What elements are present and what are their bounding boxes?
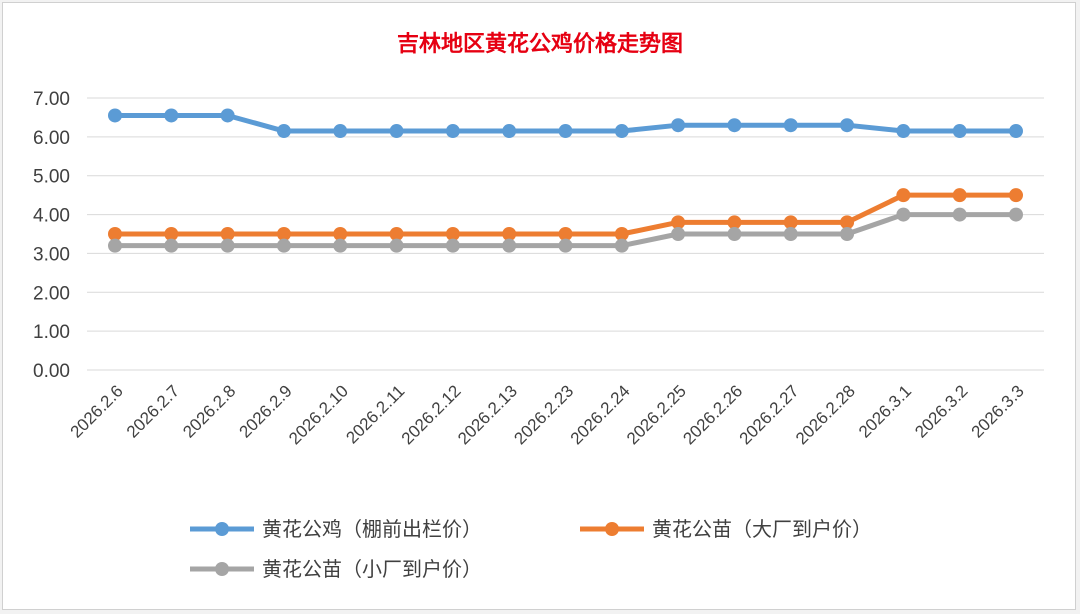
- data-point: [558, 227, 573, 241]
- data-point: [220, 108, 235, 123]
- data-point: [952, 124, 967, 139]
- y-tick-label: 1.00: [33, 322, 70, 343]
- data-point: [164, 227, 179, 241]
- x-tick-label: 2026.2.10: [285, 381, 352, 448]
- legend-swatch-marker: [605, 522, 619, 536]
- data-point: [108, 227, 122, 241]
- data-point: [783, 118, 798, 133]
- x-tick-label: 2026.2.24: [567, 381, 634, 448]
- data-point: [445, 238, 460, 253]
- x-tick-label: 2026.2.23: [510, 381, 577, 448]
- legend-item: 黄花公苗（小厂到户价）: [190, 557, 482, 581]
- x-tick-label: 2026.2.28: [792, 381, 859, 448]
- data-point: [558, 238, 573, 253]
- y-tick-label: 5.00: [33, 167, 70, 188]
- x-tick-label: 2026.2.25: [623, 381, 690, 448]
- legend-label: 黄花公鸡（棚前出栏价）: [262, 517, 482, 541]
- data-point: [727, 215, 742, 230]
- chart-title: 吉林地区黄花公鸡价格走势图: [397, 31, 683, 57]
- data-point: [276, 227, 291, 241]
- x-tick-label: 2026.2.27: [736, 381, 803, 448]
- x-tick-label: 2026.2.11: [342, 381, 408, 447]
- data-point: [896, 188, 911, 203]
- legend-swatch-marker: [215, 562, 229, 576]
- data-point: [276, 238, 291, 253]
- data-point: [502, 124, 517, 139]
- data-point: [896, 124, 911, 139]
- legend: 黄花公鸡（棚前出栏价） 黄花公苗（大厂到户价） 黄花公苗（小厂到户价）: [190, 517, 872, 581]
- data-point: [333, 124, 348, 139]
- x-axis-ticks: 2026.2.62026.2.72026.2.82026.2.92026.2.1…: [67, 381, 1028, 448]
- data-point: [840, 118, 855, 133]
- legend-item: 黄花公鸡（棚前出栏价）: [190, 517, 482, 541]
- data-point: [558, 124, 573, 139]
- data-point: [614, 238, 629, 253]
- x-tick-label: 2026.2.26: [679, 381, 746, 448]
- y-tick-label: 4.00: [33, 206, 70, 227]
- series-1: [108, 188, 1023, 241]
- y-axis-ticks: 0.00 1.00 2.00 3.00 4.00 5.00 6.00 7.00: [33, 89, 70, 382]
- data-point: [840, 227, 855, 241]
- data-point: [445, 124, 460, 139]
- data-point: [783, 215, 798, 230]
- x-tick-label: 2026.3.2: [911, 381, 971, 441]
- data-point: [108, 108, 122, 123]
- data-point: [108, 238, 122, 253]
- data-point: [1009, 207, 1023, 222]
- data-point: [614, 227, 629, 241]
- x-tick-label: 2026.2.7: [123, 381, 183, 441]
- data-point: [445, 227, 460, 241]
- data-point: [1009, 124, 1023, 139]
- legend-label: 黄花公苗（小厂到户价）: [262, 557, 482, 581]
- y-tick-label: 7.00: [33, 89, 70, 110]
- data-point: [164, 238, 179, 253]
- data-point: [333, 238, 348, 253]
- data-point: [840, 215, 855, 230]
- series-0: [108, 108, 1023, 139]
- gridlines: [87, 97, 1044, 371]
- data-point: [389, 227, 404, 241]
- x-tick-label: 2026.3.3: [968, 381, 1028, 441]
- y-tick-label: 2.00: [33, 283, 70, 304]
- data-point: [502, 227, 517, 241]
- data-point: [389, 238, 404, 253]
- data-point: [164, 108, 179, 123]
- data-point: [671, 118, 686, 133]
- data-point: [276, 124, 291, 139]
- data-point: [896, 207, 911, 222]
- data-point: [220, 238, 235, 253]
- data-point: [952, 207, 967, 222]
- data-point: [1009, 188, 1023, 203]
- series-2: [108, 207, 1023, 253]
- x-tick-label: 2026.2.6: [67, 381, 127, 441]
- data-point: [333, 227, 348, 241]
- data-point: [671, 215, 686, 230]
- x-tick-label: 2026.3.1: [855, 381, 915, 441]
- y-tick-label: 0.00: [33, 361, 70, 382]
- series-lines: [108, 108, 1023, 253]
- data-point: [502, 238, 517, 253]
- data-point: [952, 188, 967, 203]
- x-tick-label: 2026.2.8: [179, 381, 239, 441]
- legend-item: 黄花公苗（大厂到户价）: [580, 517, 872, 541]
- data-point: [389, 124, 404, 139]
- data-point: [783, 227, 798, 241]
- legend-label: 黄花公苗（大厂到户价）: [652, 517, 872, 541]
- data-point: [727, 227, 742, 241]
- data-point: [614, 124, 629, 139]
- data-point: [671, 227, 686, 241]
- legend-swatch-marker: [215, 522, 229, 536]
- x-tick-label: 2026.2.13: [454, 381, 521, 448]
- data-point: [220, 227, 235, 241]
- x-tick-label: 2026.2.12: [398, 381, 465, 448]
- y-tick-label: 6.00: [33, 128, 70, 149]
- data-point: [727, 118, 742, 133]
- y-tick-label: 3.00: [33, 244, 70, 265]
